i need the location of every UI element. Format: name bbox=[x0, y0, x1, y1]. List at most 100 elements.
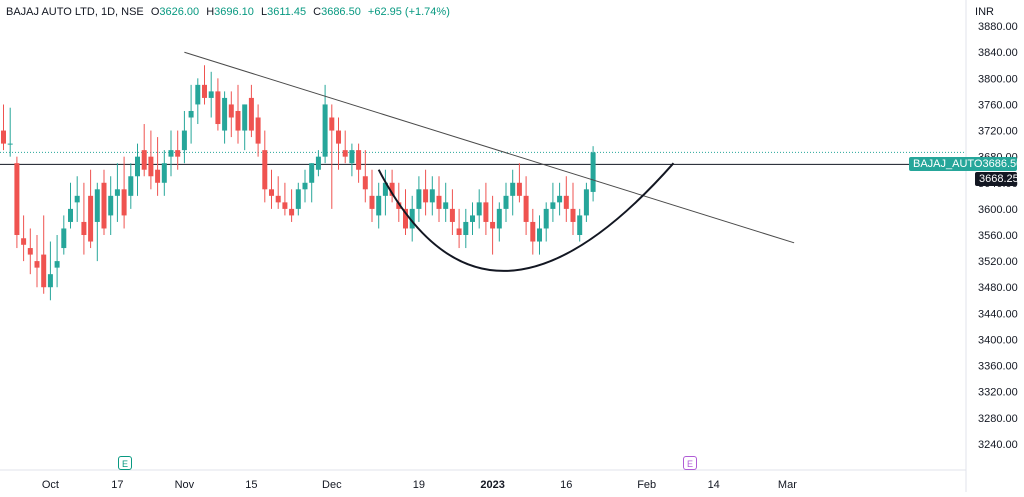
y-tick-label: 3360.00 bbox=[978, 361, 1018, 373]
candle-body bbox=[369, 195, 375, 209]
candle-body bbox=[449, 208, 455, 222]
low-value: 3611.45 bbox=[267, 6, 307, 18]
candle-body bbox=[208, 91, 214, 98]
candle-body bbox=[41, 254, 47, 288]
x-tick-label: Dec bbox=[322, 479, 342, 491]
candle-body bbox=[463, 221, 469, 235]
candle-body bbox=[128, 176, 134, 196]
candle-body bbox=[141, 150, 147, 170]
candle-body bbox=[14, 163, 20, 235]
candle-body bbox=[47, 274, 53, 288]
candle-body bbox=[282, 202, 288, 209]
candle-body bbox=[155, 169, 161, 183]
x-tick-label: 2023 bbox=[480, 479, 504, 491]
x-tick-label: 14 bbox=[708, 479, 720, 491]
trendline bbox=[184, 51, 795, 244]
high-value: 3696.10 bbox=[214, 6, 254, 18]
currency-label[interactable]: INR bbox=[975, 6, 994, 18]
candle-body bbox=[242, 104, 248, 131]
candle-body bbox=[336, 130, 341, 144]
candle-body bbox=[27, 248, 33, 255]
candle-body bbox=[34, 261, 40, 268]
candle-body bbox=[590, 152, 596, 192]
candle-body bbox=[342, 150, 348, 157]
candle-body bbox=[583, 189, 589, 216]
candle-body bbox=[470, 215, 475, 222]
y-tick-label: 3560.00 bbox=[978, 230, 1018, 242]
change-value: +62.95 (+1.74%) bbox=[367, 6, 450, 18]
earnings-icon[interactable]: E bbox=[118, 456, 132, 470]
candle-body bbox=[329, 117, 335, 131]
candle-body bbox=[1, 130, 6, 144]
candle-body bbox=[175, 150, 181, 157]
candle-body bbox=[356, 150, 362, 170]
candle-body bbox=[563, 195, 569, 209]
y-tick-label: 3440.00 bbox=[978, 308, 1018, 320]
candle-body bbox=[403, 208, 408, 229]
candle-body bbox=[248, 97, 254, 131]
candle-body bbox=[476, 202, 482, 216]
candle-body bbox=[416, 189, 422, 209]
last-price-tag: BAJAJ_AUTO 3686.50 bbox=[909, 157, 1022, 171]
candle-body bbox=[269, 189, 274, 196]
candle-body bbox=[94, 189, 100, 222]
candle-body bbox=[315, 156, 321, 170]
candle-body bbox=[255, 117, 261, 144]
candle-body bbox=[108, 195, 114, 216]
earnings-icon[interactable]: E bbox=[683, 456, 697, 470]
open-label: O bbox=[150, 6, 160, 18]
y-tick-label: 3240.00 bbox=[978, 439, 1018, 451]
candle-body bbox=[121, 189, 127, 216]
high-label: H bbox=[206, 6, 215, 18]
candle-body bbox=[423, 189, 429, 203]
y-tick-label: 3400.00 bbox=[978, 334, 1018, 346]
candle-body bbox=[275, 195, 281, 203]
candle-body bbox=[88, 195, 94, 242]
y-tick-label: 3600.00 bbox=[978, 204, 1018, 216]
candle-body bbox=[557, 195, 563, 203]
last-price-value: 3686.50 bbox=[982, 158, 1023, 170]
candle-body bbox=[54, 261, 60, 268]
x-tick-label: 19 bbox=[413, 479, 425, 491]
candle-body bbox=[235, 110, 241, 131]
candle-body bbox=[101, 182, 107, 229]
x-tick-label: 17 bbox=[111, 479, 123, 491]
candle-body bbox=[302, 182, 308, 190]
candle-body bbox=[168, 150, 174, 157]
candle-body bbox=[396, 202, 402, 209]
candle-body bbox=[523, 195, 529, 222]
candle-body bbox=[516, 182, 522, 196]
candle-body bbox=[295, 189, 301, 209]
candle-body bbox=[483, 202, 489, 222]
x-tick-label: 15 bbox=[245, 479, 257, 491]
candle-body bbox=[530, 221, 536, 242]
y-tick-label: 3720.00 bbox=[978, 126, 1018, 138]
candle-body bbox=[510, 182, 516, 196]
low-label: L bbox=[260, 6, 268, 18]
candle-body bbox=[376, 195, 382, 216]
close-label: C bbox=[313, 6, 322, 18]
candle-body bbox=[577, 215, 583, 235]
candle-body bbox=[114, 189, 120, 196]
y-tick-label: 3800.00 bbox=[978, 73, 1018, 85]
y-tick-label: 3320.00 bbox=[978, 387, 1018, 399]
candle-body bbox=[309, 163, 315, 183]
close-value: 3686.50 bbox=[321, 6, 361, 18]
candle-body bbox=[322, 104, 328, 157]
y-tick-label: 3280.00 bbox=[978, 413, 1018, 425]
candle-body bbox=[161, 163, 167, 183]
x-tick-label: 16 bbox=[560, 479, 572, 491]
candle-body bbox=[195, 84, 201, 105]
candle-body bbox=[68, 208, 73, 222]
y-tick-label: 3480.00 bbox=[978, 282, 1018, 294]
candle-body bbox=[181, 130, 187, 151]
x-tick-label: Mar bbox=[778, 479, 797, 491]
y-tick-label: 3760.00 bbox=[978, 99, 1018, 111]
candle-body bbox=[503, 195, 509, 209]
candle-body bbox=[456, 228, 462, 235]
candle-body bbox=[570, 208, 576, 222]
candle-body bbox=[135, 156, 140, 177]
candle-body bbox=[362, 176, 368, 190]
